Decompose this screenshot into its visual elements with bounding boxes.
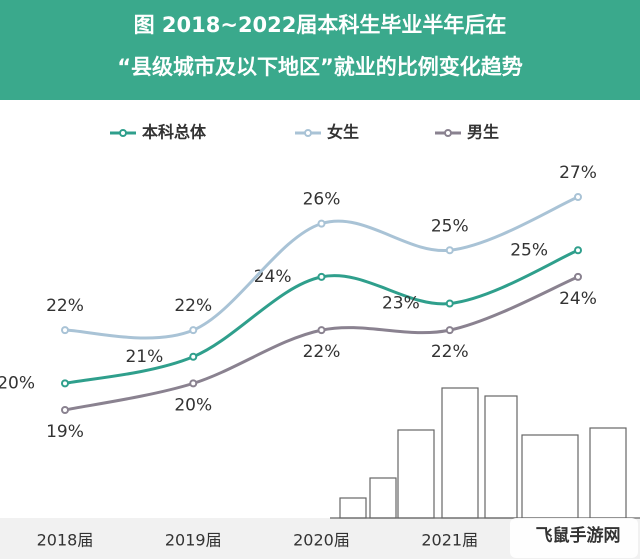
point — [445, 326, 454, 335]
value-label: 22% — [303, 342, 341, 362]
legend-label: 本科总体 — [142, 123, 207, 142]
value-label: 21% — [125, 347, 163, 367]
point — [574, 246, 582, 255]
point — [189, 326, 198, 335]
point — [61, 379, 69, 388]
point — [317, 219, 326, 228]
series-line — [64, 195, 579, 340]
x-tick-label: 2018届 — [37, 531, 94, 550]
legend-marker — [119, 129, 127, 137]
point — [189, 379, 198, 388]
x-tick-label: 2019届 — [165, 531, 222, 550]
point — [61, 406, 69, 414]
chart-subtitle: “县级城市及以下地区”就业的比例变化趋势 — [117, 55, 523, 79]
city-illustration — [330, 387, 640, 519]
value-label: 20% — [0, 373, 35, 393]
value-label: 22% — [431, 342, 469, 362]
legend-label: 男生 — [467, 123, 499, 142]
point — [317, 326, 326, 335]
point — [445, 246, 454, 255]
point — [574, 193, 582, 201]
value-label: 26% — [303, 190, 341, 210]
x-tick-label: 2020届 — [293, 531, 350, 550]
chart-title: 图 2018~2022届本科生毕业半年后在 — [134, 13, 507, 37]
value-label: 22% — [174, 296, 212, 316]
value-label: 27% — [559, 163, 597, 183]
value-label: 25% — [431, 216, 469, 236]
point — [189, 352, 198, 361]
watermark: 飞鼠手游网 — [510, 518, 638, 558]
point — [445, 299, 454, 308]
legend-marker — [304, 129, 312, 137]
value-label: 22% — [46, 296, 84, 316]
point — [317, 272, 326, 281]
value-label: 19% — [46, 422, 84, 442]
point — [574, 272, 582, 281]
legend-marker — [444, 129, 452, 137]
legend-label: 女生 — [327, 123, 359, 142]
title-band — [0, 0, 640, 100]
value-label: 24% — [559, 289, 597, 309]
value-label: 23% — [382, 294, 420, 314]
value-label: 25% — [510, 240, 548, 260]
value-label: 24% — [254, 267, 292, 287]
value-label: 20% — [174, 395, 212, 415]
watermark-text: 飞鼠手游网 — [536, 525, 621, 546]
x-tick-label: 2021届 — [421, 531, 478, 550]
point — [61, 326, 69, 335]
